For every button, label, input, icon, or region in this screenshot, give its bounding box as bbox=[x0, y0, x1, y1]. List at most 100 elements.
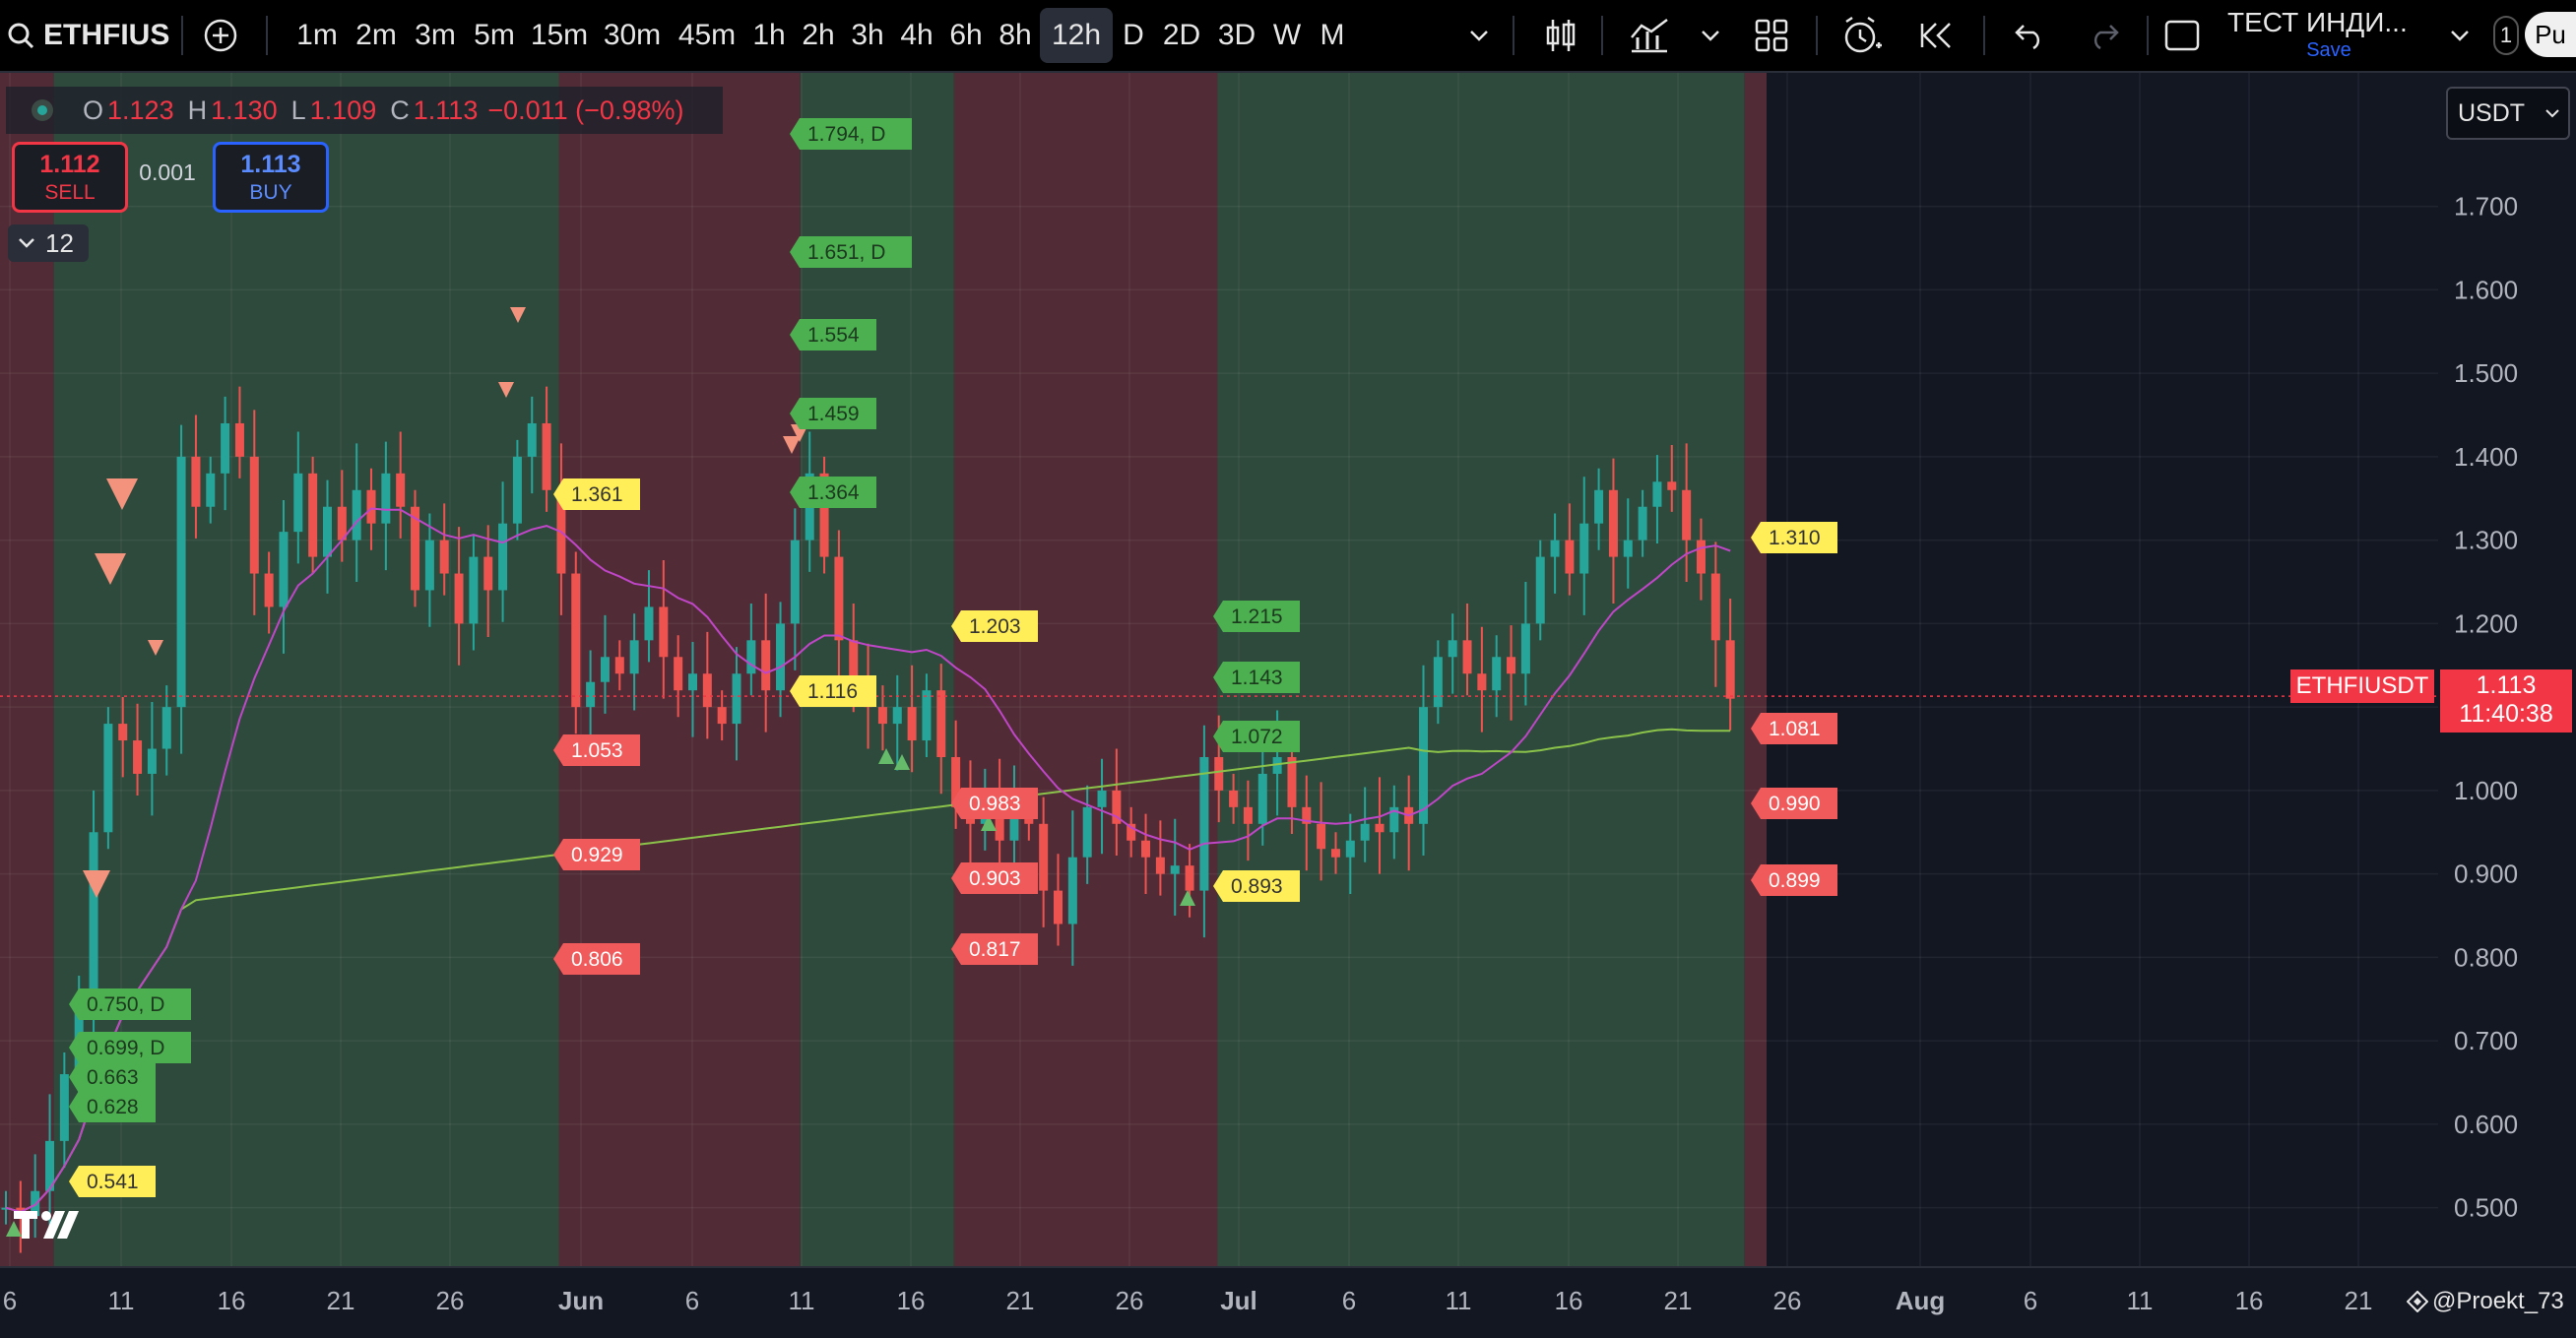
regime-band bbox=[10, 73, 54, 1266]
add-compare-icon[interactable] bbox=[201, 0, 240, 71]
level-label: 0.983 bbox=[951, 788, 1038, 819]
candle-body bbox=[1477, 673, 1487, 691]
interval-30m[interactable]: 30m bbox=[603, 19, 662, 51]
candle-body bbox=[293, 473, 303, 533]
candle-body bbox=[1155, 857, 1165, 874]
level-label-text: 1.143 bbox=[1231, 667, 1283, 689]
interval-6h[interactable]: 6h bbox=[949, 19, 983, 51]
candle-body bbox=[1696, 540, 1706, 574]
interval-3m[interactable]: 3m bbox=[415, 19, 456, 51]
interval-8h[interactable]: 8h bbox=[998, 19, 1032, 51]
open-label: O bbox=[83, 95, 104, 125]
candle-body bbox=[1229, 790, 1239, 807]
interval-15m[interactable]: 15m bbox=[530, 19, 589, 51]
publish-button[interactable]: Pu bbox=[2525, 12, 2576, 57]
undo-icon[interactable] bbox=[2013, 0, 2046, 71]
candle-body bbox=[674, 657, 683, 691]
candle-body bbox=[761, 640, 771, 691]
low-label: L bbox=[290, 95, 306, 125]
interval-D[interactable]: D bbox=[1123, 19, 1144, 51]
buy-signal-marker bbox=[1180, 890, 1195, 906]
chevron-down-icon[interactable] bbox=[2446, 0, 2474, 71]
chevron-down-icon[interactable] bbox=[1461, 0, 1497, 71]
sell-button[interactable]: 1.112 SELL bbox=[12, 142, 128, 213]
candle-body bbox=[1520, 623, 1530, 674]
level-label: 0.893 bbox=[1213, 870, 1300, 902]
currency-select[interactable]: USDT bbox=[2446, 87, 2570, 140]
alert-icon[interactable] bbox=[1839, 0, 1885, 71]
search-icon[interactable] bbox=[6, 0, 35, 71]
fullscreen-icon[interactable] bbox=[2164, 0, 2200, 71]
currency-value: USDT bbox=[2458, 98, 2526, 127]
low-value: 1.109 bbox=[309, 95, 377, 125]
save-link[interactable]: Save bbox=[2306, 38, 2351, 61]
candle-body bbox=[1009, 806, 1019, 841]
chevron-down-icon bbox=[2544, 108, 2560, 118]
candle-body bbox=[849, 640, 859, 691]
notification-badge[interactable]: 1 bbox=[2493, 16, 2519, 55]
regime-band bbox=[1744, 73, 1767, 1266]
candle-body bbox=[1652, 481, 1662, 507]
interval-3h[interactable]: 3h bbox=[851, 19, 884, 51]
time-tick-label: 6 bbox=[1342, 1286, 1356, 1315]
level-label-text: 1.554 bbox=[807, 324, 860, 347]
interval-45m[interactable]: 45m bbox=[677, 19, 737, 51]
level-label: 0.899 bbox=[1751, 864, 1837, 896]
candle-body bbox=[1710, 573, 1720, 641]
change-value: −0.011 (−0.98%) bbox=[487, 95, 684, 125]
indicators-icon[interactable] bbox=[1627, 0, 1672, 71]
symbol-search-button[interactable]: ETHFIUS bbox=[43, 19, 170, 51]
candle-body bbox=[527, 422, 537, 457]
redo-icon[interactable] bbox=[2088, 0, 2121, 71]
chart-pane[interactable]: 1.794, D 1.651, D 1.554 1.459 1.364 1.361 1.20… bbox=[0, 73, 2438, 1266]
indicators-collapse-button[interactable]: 12 bbox=[8, 224, 89, 262]
binance-icon bbox=[2407, 1291, 2428, 1312]
interval-5m[interactable]: 5m bbox=[474, 19, 515, 51]
interval-2D[interactable]: 2D bbox=[1162, 19, 1201, 51]
level-label-text: 0.806 bbox=[571, 948, 623, 971]
regime-band bbox=[800, 73, 954, 1266]
level-label-text: 1.053 bbox=[571, 739, 623, 762]
candle-body bbox=[892, 707, 902, 725]
time-tick-label: 21 bbox=[1664, 1286, 1693, 1315]
layout-name[interactable]: ТЕСТ ИНДИ... bbox=[2227, 7, 2408, 37]
interval-W[interactable]: W bbox=[1272, 19, 1302, 51]
buy-button[interactable]: 1.113 BUY bbox=[213, 142, 329, 213]
candle-body bbox=[1272, 756, 1282, 774]
interval-M[interactable]: M bbox=[1320, 19, 1345, 51]
candle-body bbox=[411, 506, 420, 591]
interval-1h[interactable]: 1h bbox=[752, 19, 786, 51]
candle-body bbox=[1462, 640, 1472, 674]
candle-body bbox=[1199, 756, 1209, 891]
candle-body bbox=[1389, 806, 1399, 833]
tradingview-logo[interactable] bbox=[14, 1207, 83, 1247]
divider bbox=[181, 16, 183, 55]
indicators-count: 12 bbox=[45, 227, 74, 258]
candle-body bbox=[1185, 865, 1194, 891]
candle-body bbox=[1507, 657, 1516, 674]
interval-3D[interactable]: 3D bbox=[1217, 19, 1256, 51]
candle-body bbox=[279, 532, 289, 607]
chevron-down-icon[interactable] bbox=[1694, 0, 1727, 71]
level-label-text: 0.541 bbox=[87, 1171, 139, 1193]
interval-2m[interactable]: 2m bbox=[355, 19, 397, 51]
level-label: 0.750, D bbox=[69, 988, 191, 1020]
time-tick-label: 6 bbox=[2024, 1286, 2037, 1315]
interval-12h[interactable]: 12h bbox=[1040, 8, 1113, 63]
candles-icon[interactable] bbox=[1538, 0, 1583, 71]
time-axis[interactable]: 6 11 16 21 26 Jun 6 11 16 21 26 Jul 6 11 16 21 26 Aug 6 11 1… bbox=[0, 1266, 2576, 1333]
price-chart[interactable]: 1.794, D 1.651, D 1.554 1.459 1.364 1.361 1.20… bbox=[0, 73, 2438, 1266]
spread-value: 0.001 bbox=[139, 159, 196, 185]
open-value: 1.123 bbox=[107, 95, 174, 125]
replay-icon[interactable] bbox=[1918, 0, 1958, 71]
buy-signal-marker bbox=[6, 1221, 22, 1237]
level-label: 0.663 bbox=[69, 1061, 156, 1093]
interval-1m[interactable]: 1m bbox=[296, 19, 338, 51]
templates-icon[interactable] bbox=[1749, 0, 1794, 71]
candle-body bbox=[1257, 773, 1267, 824]
interval-4h[interactable]: 4h bbox=[900, 19, 934, 51]
time-tick-label: 11 bbox=[2127, 1286, 2154, 1315]
price-tick-label: 0.500 bbox=[2454, 1193, 2518, 1223]
interval-2h[interactable]: 2h bbox=[802, 19, 835, 51]
candle-body bbox=[1330, 849, 1340, 858]
